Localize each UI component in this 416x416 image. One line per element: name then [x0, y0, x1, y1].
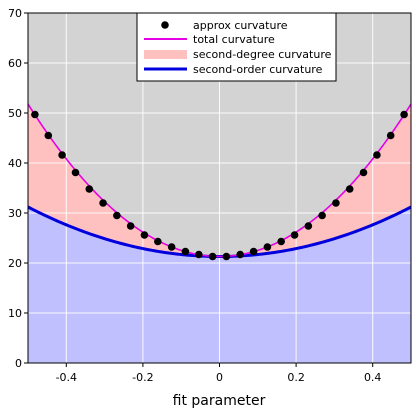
approx-curvature-point	[236, 250, 244, 259]
x-tick-label: 0.2	[287, 371, 305, 384]
approx-curvature-point	[99, 199, 107, 207]
legend-label: second-order curvature	[193, 63, 323, 76]
approx-curvature-point	[263, 243, 272, 251]
legend-label: total curvature	[193, 33, 275, 46]
approx-curvature-point	[332, 199, 340, 207]
approx-curvature-point	[359, 168, 368, 177]
approx-curvature-point	[290, 231, 299, 239]
approx-curvature-point	[304, 222, 313, 230]
approx-curvature-point	[31, 110, 39, 119]
approx-curvature-point	[71, 168, 80, 177]
x-axis-title: fit parameter	[173, 393, 266, 409]
legend-label: second-degree curvature	[193, 48, 332, 61]
approx-curvature-point	[373, 151, 381, 159]
legend-swatch-approx-curvature	[161, 21, 169, 29]
approx-curvature-point	[113, 211, 121, 220]
approx-curvature-point	[222, 252, 231, 261]
approx-curvature-point	[386, 131, 395, 140]
y-tick-label: 20	[8, 257, 22, 270]
y-tick-label: 0	[15, 357, 22, 370]
approx-curvature-point	[58, 151, 66, 159]
approx-curvature-point	[44, 131, 53, 140]
approx-curvature-point	[167, 243, 176, 251]
approx-curvature-point	[277, 237, 285, 246]
y-tick-label: 70	[8, 7, 22, 20]
approx-curvature-point	[318, 211, 326, 220]
legend-label: approx curvature	[193, 19, 288, 32]
approx-curvature-point	[181, 247, 190, 256]
approx-curvature-point	[154, 237, 162, 246]
y-tick-label: 30	[8, 207, 22, 220]
x-tick-label: -0.2	[132, 371, 153, 384]
approx-curvature-point	[85, 185, 94, 193]
approx-curvature-point	[345, 185, 354, 193]
y-tick-label: 50	[8, 107, 22, 120]
approx-curvature-point	[126, 222, 135, 230]
y-tick-label: 10	[8, 307, 22, 320]
y-tick-label: 40	[8, 157, 22, 170]
approx-curvature-point	[249, 247, 258, 256]
approx-curvature-point	[400, 110, 408, 119]
x-tick-label: -0.4	[56, 371, 77, 384]
approx-curvature-point	[195, 250, 203, 259]
approx-curvature-point	[140, 231, 149, 239]
y-tick-label: 60	[8, 57, 22, 70]
axes: -0.4 -0.2 0 0.2 0.4 0 10 20 30 40 50 60 70	[8, 7, 412, 384]
legend-swatch-second-degree-curvature	[144, 50, 187, 59]
x-tick-label: 0	[216, 371, 223, 384]
x-tick-label: 0.4	[364, 371, 382, 384]
approx-curvature-point	[208, 252, 217, 261]
